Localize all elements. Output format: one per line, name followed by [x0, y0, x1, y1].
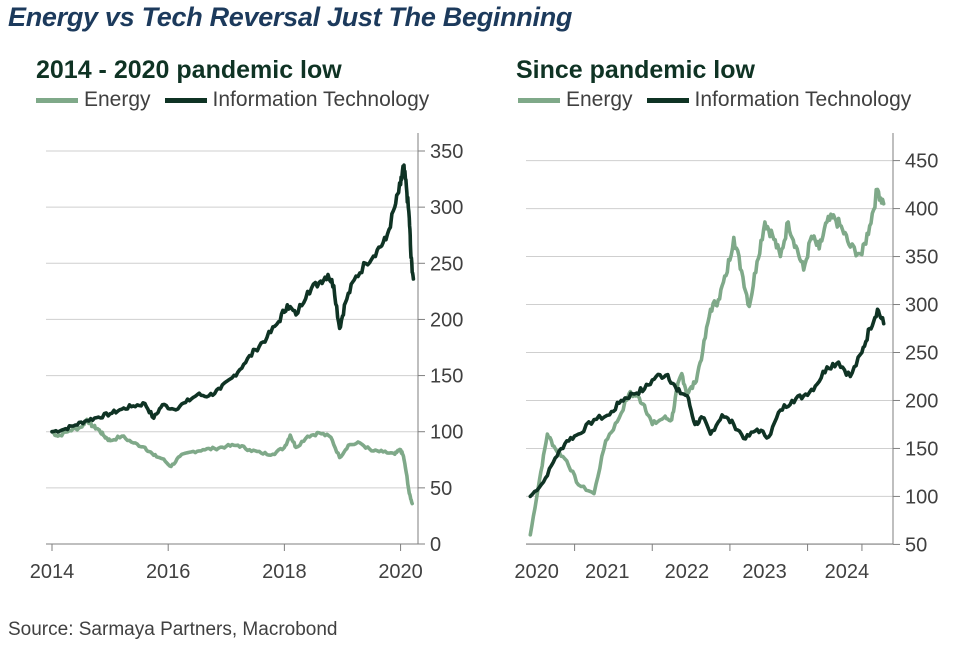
legend-label-tech: Information Technology — [212, 88, 430, 111]
y-tick-label: 50 — [905, 534, 927, 556]
tech-series-line — [50, 163, 416, 434]
legend-item-energy: Energy — [518, 88, 633, 112]
y-tick-label: 100 — [430, 422, 463, 444]
y-tick-label: 250 — [430, 253, 463, 275]
y-tick-label: 200 — [430, 309, 463, 331]
legend-label-energy: Energy — [566, 88, 633, 111]
tech-swatch — [646, 97, 689, 103]
y-tick-label: 200 — [905, 390, 938, 412]
x-tick-label: 2016 — [146, 561, 191, 583]
energy-swatch — [518, 97, 560, 103]
legend-item-tech: Information Technology — [164, 88, 430, 112]
y-tick-label: 100 — [905, 486, 938, 508]
x-tick-label: 2022 — [665, 561, 710, 583]
left-chart-panel: 2014 - 2020 pandemic low Energy Informat… — [0, 54, 470, 594]
source-note: Source: Sarmaya Partners, Macrobond — [8, 619, 338, 640]
y-tick-label: 350 — [430, 141, 463, 163]
y-tick-label: 150 — [905, 438, 938, 460]
x-tick-label: 2020 — [378, 561, 423, 583]
x-tick-label: 2018 — [262, 561, 307, 583]
y-tick-label: 150 — [430, 366, 463, 388]
tech-swatch — [164, 97, 207, 103]
y-tick-label: 300 — [430, 197, 463, 219]
x-tick-label: 2020 — [514, 561, 559, 583]
energy-series-line — [50, 417, 415, 506]
y-tick-label: 450 — [905, 151, 938, 173]
right-line-chart: 450 400 350 300 250 200 150 100 50 2020 2021 2022 20… — [514, 133, 938, 583]
x-tick-label: 2021 — [585, 561, 630, 583]
left-chart-title: 2014 - 2020 pandemic low — [36, 56, 342, 84]
x-tick-label: 2023 — [742, 561, 787, 583]
page-title: Energy vs Tech Reversal Just The Beginni… — [8, 2, 573, 32]
tech-series-line — [528, 307, 886, 499]
legend-label-tech: Information Technology — [694, 88, 912, 111]
legend-label-energy: Energy — [84, 88, 151, 111]
y-tick-label: 400 — [905, 199, 938, 221]
left-line-chart: 350 300 250 200 150 100 50 0 2014 2016 2018 2020 — [30, 133, 463, 583]
legend-item-energy: Energy — [36, 88, 151, 112]
y-tick-label: 300 — [905, 295, 938, 317]
right-chart-title: Since pandemic low — [516, 56, 755, 84]
y-tick-label: 350 — [905, 247, 938, 269]
right-chart-panel: Since pandemic low Energy Information Te… — [488, 54, 958, 594]
y-tick-label: 50 — [430, 478, 452, 500]
y-tick-label: 250 — [905, 343, 938, 365]
energy-swatch — [36, 97, 78, 103]
x-tick-label: 2024 — [825, 561, 870, 583]
energy-series-line — [528, 187, 886, 537]
y-tick-label: 0 — [430, 534, 441, 556]
legend-item-tech: Information Technology — [646, 88, 912, 112]
right-chart-legend: Energy Information Technology — [518, 88, 925, 112]
left-chart-legend: Energy Information Technology — [36, 88, 443, 112]
x-tick-label: 2014 — [30, 561, 75, 583]
